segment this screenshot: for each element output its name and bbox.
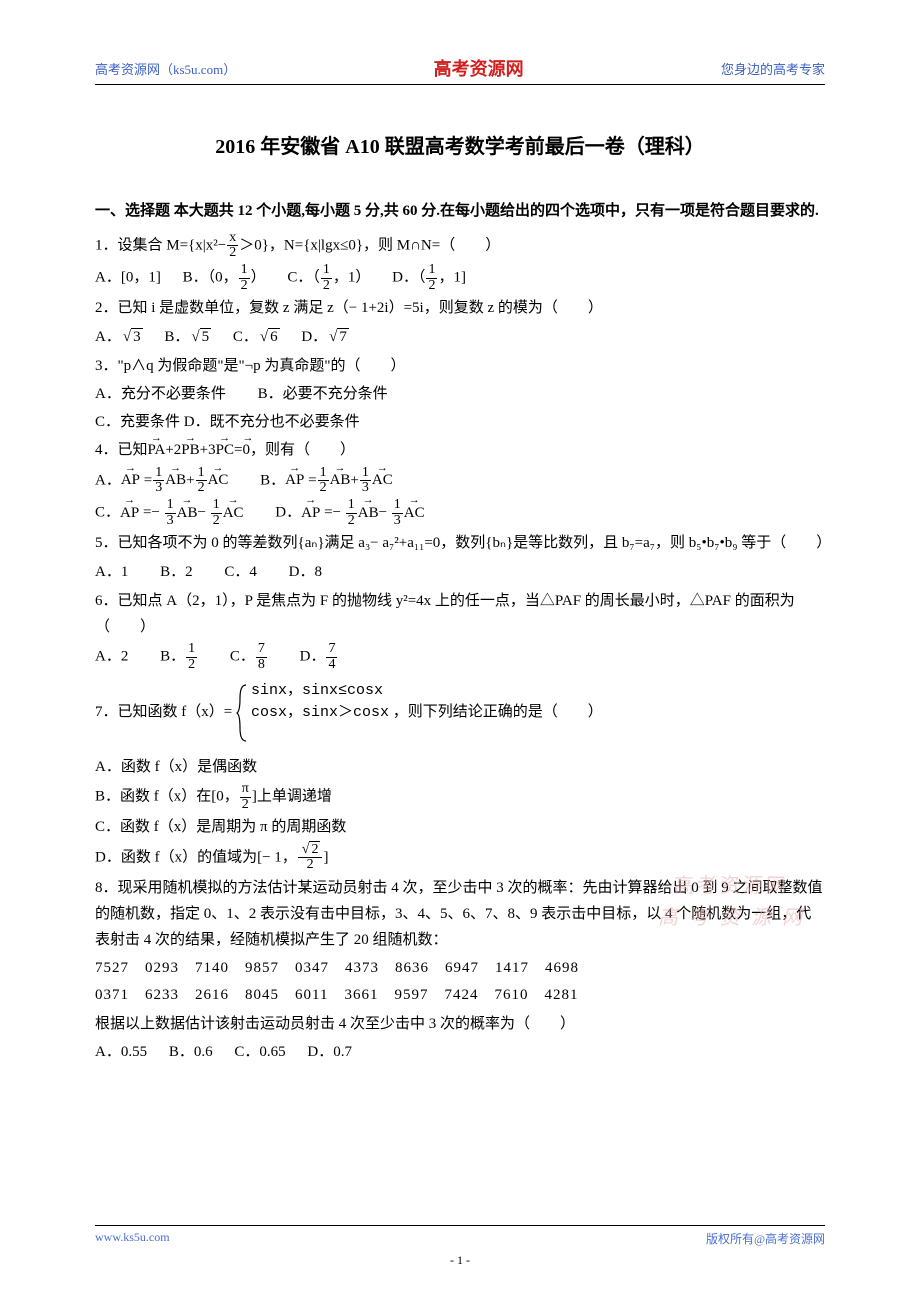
q8-data-row1: 7527 0293 7140 9857 0347 4373 8636 6947 … [95, 956, 825, 982]
piece-1: sinx，sinx≤cosx [251, 682, 383, 699]
q6-opt-a: A．2 [95, 649, 128, 665]
q3-opt-a: A．充分不必要条件 [95, 386, 226, 402]
question-3-options-row1: A．充分不必要条件 B．必要不充分条件 [95, 381, 825, 407]
q7-opt-a: A．函数 f（x）是偶函数 [95, 754, 825, 780]
q7-opt-c: C．函数 f（x）是周期为 π 的周期函数 [95, 814, 825, 840]
q1-stem-pre: 1．设集合 M={x|x²− [95, 237, 226, 253]
question-8: 8．现采用随机模拟的方法估计某运动员射击 4 次，至少击中 3 次的概率：先由计… [95, 875, 825, 954]
q1-opt-d-pre: D．（ [392, 270, 425, 286]
sqrt-icon: √3 [121, 324, 143, 351]
q1-stem-post: ＞0}，N={x|lgx≤0}，则 M∩N=（ ） [239, 237, 500, 253]
question-5-options: A．1 B．2 C．4 D．8 [95, 559, 825, 586]
question-6: 6．已知点 A（2，1），P 是焦点为 F 的抛物线 y²=4x 上的任一点，当… [95, 588, 825, 641]
q8-data-row2: 0371 6233 2616 8045 6011 3661 9597 7424 … [95, 983, 825, 1009]
q5-opt-d: D．8 [289, 564, 322, 580]
question-4-options-cd: C．AP =− 13AB− 12AC D．AP =− 12AB− 13AC [95, 498, 825, 528]
q8-tail: 根据以上数据估计该射击运动员射击 4 次至少击中 3 次的概率为（ ） [95, 1011, 825, 1037]
page-number: - 1 - [0, 1253, 920, 1268]
page-footer: www.ks5u.com 版权所有@高考资源网 [95, 1225, 825, 1247]
question-5: 5．已知各项不为 0 的等差数列{aₙ}满足 a₃− a₇²+a₁₁=0，数列{… [95, 530, 825, 556]
question-3-options-row2: C．充要条件 D．既不充分也不必要条件 [95, 409, 825, 435]
q8-opt-a: A．0.55 [95, 1044, 147, 1060]
page-header: 高考资源网（ks5u.com） 高考资源网 您身边的高考专家 [95, 55, 825, 85]
vector-zero: 0 [242, 437, 250, 463]
question-8-options: A．0.55 B．0.6 C．0.65 D．0.7 [95, 1039, 825, 1066]
footer-url: www.ks5u.com [95, 1230, 170, 1247]
q8-opt-c: C．0.65 [234, 1044, 285, 1060]
q3-opt-b: B．必要不充分条件 [258, 386, 388, 402]
question-2: 2．已知 i 是虚数单位，复数 z 满足 z（− 1+2i）=5i，则复数 z … [95, 295, 825, 321]
q1-opt-c-pre: C．（ [287, 270, 320, 286]
q1-frac: x2 [227, 231, 238, 261]
q8-opt-d: D．0.7 [307, 1044, 352, 1060]
section-1-heading: 一、选择题 本大题共 12 个小题,每小题 5 分,共 60 分.在每小题给出的… [95, 199, 825, 225]
q1-opt-b-pre: B．（0， [183, 270, 238, 286]
q3-opt-c: C．充要条件 [95, 414, 180, 430]
piece-2: cosx，sinx＞cosx [251, 704, 389, 721]
q7-opt-b: B．函数 f（x）在[0，π2]上单调递增 [95, 782, 825, 812]
q5-opt-a: A．1 [95, 564, 128, 580]
q1-opt-a: A．[0，1] [95, 270, 161, 286]
q8-opt-b: B．0.6 [169, 1044, 213, 1060]
question-6-options: A．2 B．12 C．78 D．74 [95, 642, 825, 672]
header-brand: 高考资源网 [434, 55, 524, 81]
question-4: 4．已知PA+2PB+3PC=0，则有（ ） [95, 437, 825, 463]
header-site: 高考资源网（ks5u.com） [95, 59, 236, 78]
question-4-options-ab: A．AP =13AB+12AC B．AP =12AB+13AC [95, 466, 825, 496]
vector-pa: PA [148, 437, 166, 463]
question-2-options: A．√3 B．√5 C．√6 D．√7 [95, 324, 825, 351]
q3-opt-d: D．既不充分也不必要条件 [184, 414, 360, 430]
q5-opt-c: C．4 [224, 564, 257, 580]
question-7: 7．已知函数 f（x）= sinx，sinx≤cosx cosx，sinx＞co… [95, 680, 825, 745]
left-brace-icon [236, 683, 248, 743]
header-slogan: 您身边的高考专家 [721, 59, 825, 78]
piecewise-function: sinx，sinx≤cosx cosx，sinx＞cosx [236, 680, 389, 745]
exam-title: 2016 年安徽省 A10 联盟高考数学考前最后一卷（理科） [95, 130, 825, 159]
q5-opt-b: B．2 [160, 564, 193, 580]
question-1-options: A．[0，1] B．（0，12） C．（12，1） D．（12，1] [95, 263, 825, 293]
question-1: 1．设集合 M={x|x²−x2＞0}，N={x|lgx≤0}，则 M∩N=（ … [95, 231, 825, 261]
footer-copyright: 版权所有@高考资源网 [706, 1230, 825, 1247]
question-3: 3．"p∧q 为假命题"是"¬p 为真命题"的（ ） [95, 353, 825, 379]
q7-opt-d: D．函数 f（x）的值域为[− 1，√22] [95, 843, 825, 873]
